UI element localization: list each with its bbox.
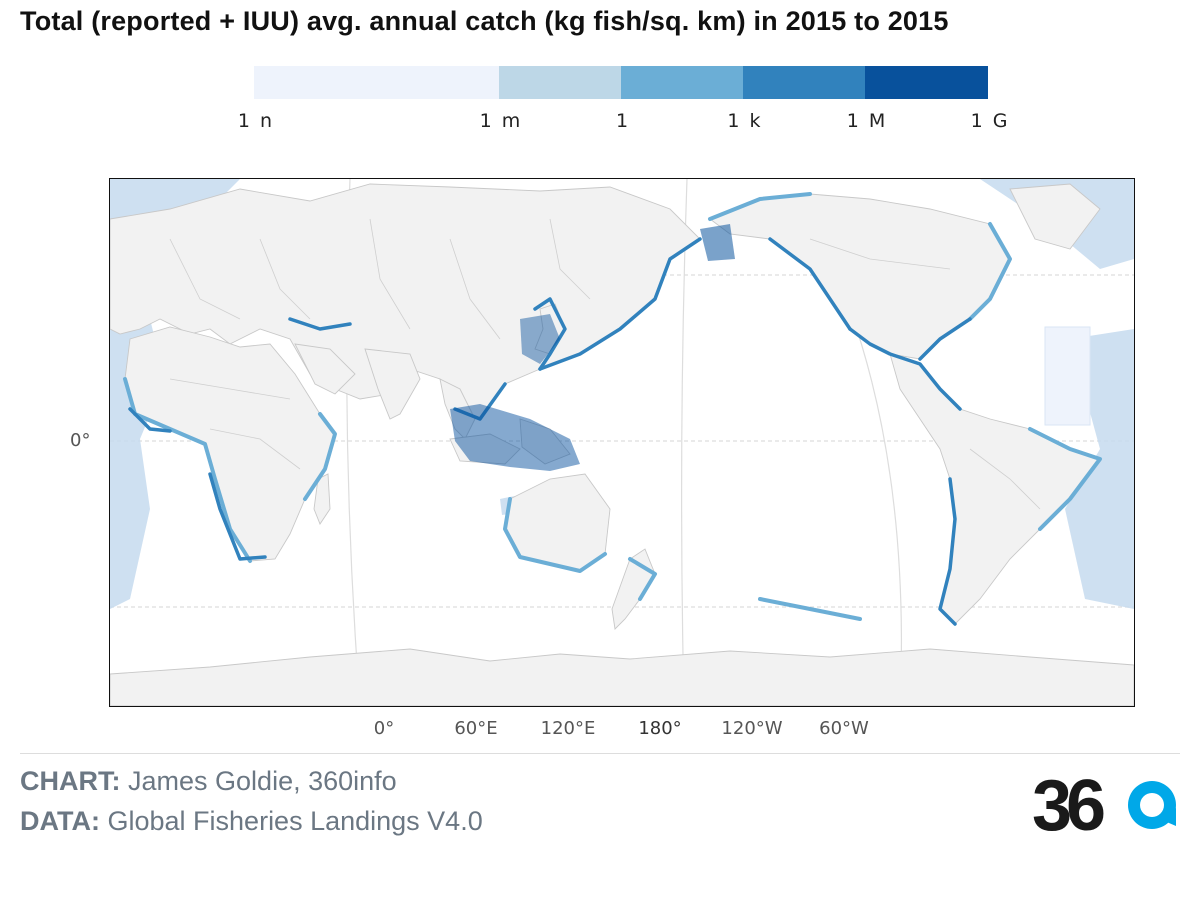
chart-credit-value: James Goldie, 360info — [128, 766, 397, 796]
longitude-label: 120°E — [540, 718, 596, 739]
legend-color-bar — [254, 66, 988, 99]
map-svg — [110, 179, 1134, 706]
legend-bin-3 — [743, 66, 865, 99]
legend-tick-label: 1 k — [727, 110, 763, 132]
color-legend: 1 n 1 m 1 1 k 1 M 1 G — [238, 66, 1007, 136]
chart-title: Total (reported + IUU) avg. annual catch… — [20, 6, 949, 36]
very-high-catch-areas — [450, 224, 735, 471]
data-credit-value: Global Fisheries Landings V4.0 — [107, 806, 483, 836]
brand-logo: 36 — [1030, 766, 1180, 846]
data-credit-label: DATA: — [20, 806, 100, 836]
legend-tick-label: 1 — [615, 110, 631, 132]
latitude-label-equator: 0° — [70, 430, 91, 451]
chart-credit-label: CHART: — [20, 766, 121, 796]
legend-bin-0 — [254, 66, 499, 99]
longitude-label: 0° — [373, 718, 395, 739]
data-credit: DATA: Global Fisheries Landings V4.0 — [20, 806, 483, 837]
legend-tick-label: 1 G — [970, 110, 1010, 132]
open-ocean-patch — [1044, 326, 1091, 426]
world-map — [109, 178, 1135, 707]
country-borders — [169, 218, 1041, 510]
legend-tick-label: 1 m — [479, 110, 523, 132]
longitude-label: 120°W — [721, 718, 783, 739]
chart-credit: CHART: James Goldie, 360info — [20, 766, 397, 797]
divider — [20, 753, 1180, 754]
legend-bin-2 — [621, 66, 743, 99]
legend-bin-4 — [865, 66, 988, 99]
medium-catch-coasts — [123, 192, 1102, 621]
svg-text:36: 36 — [1032, 768, 1104, 838]
logo-360-icon: 36 — [1032, 766, 1176, 846]
land-masses — [110, 183, 1134, 706]
high-catch-coasts — [128, 237, 972, 626]
longitude-label: 60°E — [454, 718, 498, 739]
longitude-label: 180° — [638, 718, 682, 739]
legend-tick-label: 1 M — [846, 110, 888, 132]
legend-bin-1 — [499, 66, 621, 99]
legend-tick-label: 1 n — [237, 110, 275, 132]
longitude-label: 60°W — [819, 718, 869, 739]
